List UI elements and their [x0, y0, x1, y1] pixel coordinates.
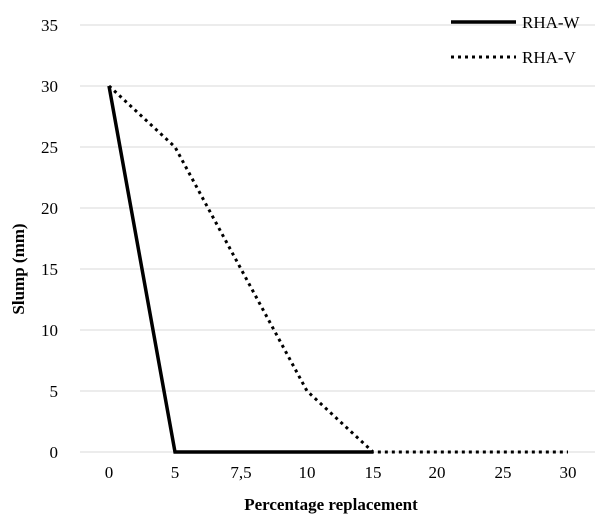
x-tick-label: 10: [299, 463, 316, 482]
y-tick-label: 15: [41, 260, 58, 279]
y-tick-label: 20: [41, 199, 58, 218]
y-tick-label: 5: [50, 382, 59, 401]
y-tick-labels: 0 5 10 15 20 25 30 35: [41, 16, 58, 462]
gridlines: [80, 24, 595, 453]
y-tick-label: 25: [41, 138, 58, 157]
x-tick-label: 15: [365, 463, 382, 482]
legend-label-rha-v: RHA-V: [522, 48, 577, 67]
x-tick-label: 25: [495, 463, 512, 482]
series-line-rha-w: [107, 85, 373, 454]
y-tick-label: 30: [41, 77, 58, 96]
y-tick-label: 35: [41, 16, 58, 35]
x-tick-label: 20: [429, 463, 446, 482]
x-axis-title: Percentage replacement: [244, 495, 418, 514]
series-lines: [107, 84, 568, 454]
legend: RHA-W RHA-V: [451, 13, 581, 67]
y-tick-label: 0: [50, 443, 59, 462]
x-tick-label: 0: [105, 463, 114, 482]
legend-label-rha-w: RHA-W: [522, 13, 581, 32]
x-tick-labels: 0 5 7,5 10 15 20 25 30: [105, 463, 577, 482]
x-tick-label: 7,5: [230, 463, 251, 482]
y-tick-label: 10: [41, 321, 58, 340]
x-tick-label: 5: [171, 463, 180, 482]
series-line-rha-v: [107, 84, 568, 454]
x-tick-label: 30: [560, 463, 577, 482]
y-axis-title: Slump (mm): [9, 223, 28, 314]
